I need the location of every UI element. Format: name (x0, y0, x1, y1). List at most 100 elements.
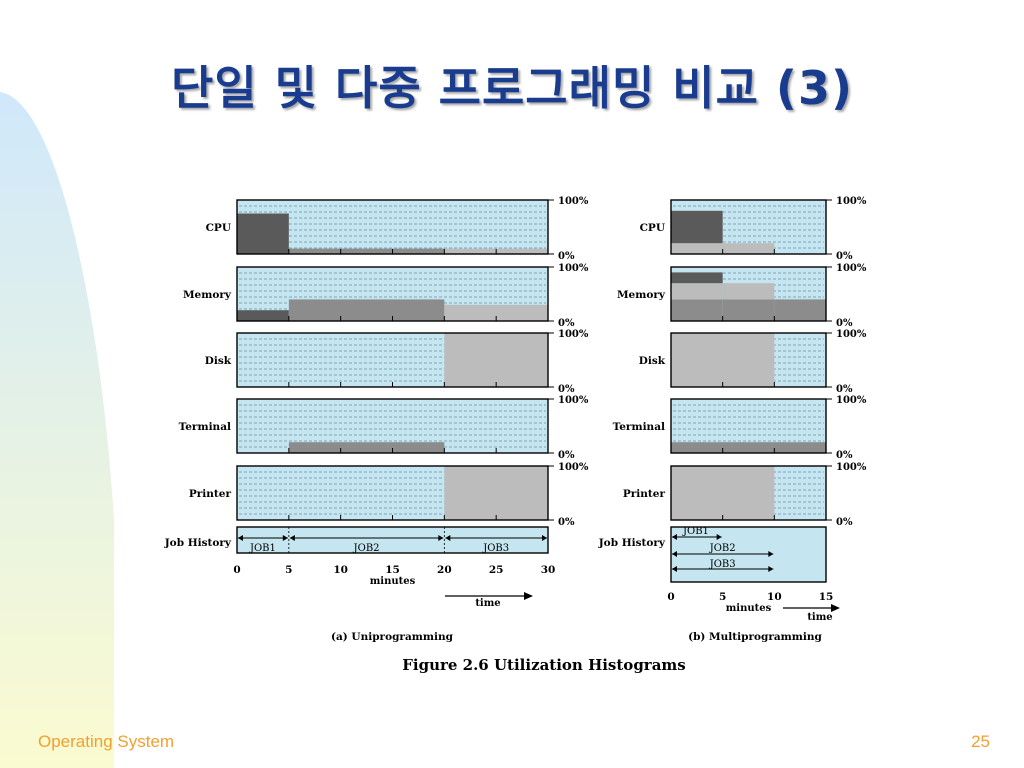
bar-cpu (671, 243, 723, 254)
y-tick-label: 0% (836, 384, 853, 395)
y-tick-label: 100% (558, 263, 589, 274)
figure-caption: Figure 2.6 Utilization Histograms (402, 656, 686, 674)
job-arrowhead (445, 535, 451, 541)
slide-title: 단일 및 다중 프로그래밍 비교 (3) (171, 61, 853, 115)
job-arrowhead (438, 535, 444, 541)
y-tick-label: 100% (836, 263, 867, 274)
time-arrowhead (524, 592, 533, 600)
bar-memory (671, 299, 723, 321)
panel-border (670, 398, 827, 454)
job-label: JOB3 (482, 543, 509, 554)
job-arrowhead (238, 535, 243, 541)
x-axis-label: minutes (370, 576, 416, 587)
y-tick-label: 0% (836, 450, 853, 461)
y-tick-label: 0% (836, 251, 853, 262)
bar-terminal (671, 442, 826, 453)
y-tick-label: 0% (558, 517, 575, 528)
bar-memory (237, 310, 289, 321)
footer-course-name: Operating System (38, 732, 175, 751)
page-number: 25 (971, 732, 990, 751)
panel-border (670, 332, 827, 388)
x-tick-label: 20 (437, 564, 452, 576)
y-tick-label: 0% (836, 517, 853, 528)
bar-memory (722, 299, 775, 321)
y-tick-label: 100% (558, 395, 589, 406)
job-label: JOB2 (709, 543, 736, 554)
job-arrowhead (716, 534, 722, 540)
y-tick-label: 100% (558, 329, 589, 340)
chart-uniprogramming: CPU100%0%Memory100%0%Disk100%0%Terminal1… (164, 196, 589, 643)
chart-multiprogramming: CPU100%0%Memory100%0%Disk100%0%Terminal1… (598, 196, 867, 643)
chart-caption: (a) Uniprogramming (331, 631, 454, 643)
bar-memory (671, 283, 723, 300)
resource-label: Memory (617, 289, 666, 301)
bar-printer (444, 466, 548, 520)
bar-memory (722, 283, 775, 300)
y-tick-label: 100% (836, 329, 867, 340)
job-history-label: Job History (164, 537, 232, 549)
chart-caption: (b) Multiprogramming (688, 631, 822, 643)
bar-printer (671, 466, 775, 520)
job-arrowhead (282, 535, 288, 541)
x-tick-label: 15 (819, 591, 834, 603)
x-tick-label: 5 (285, 564, 292, 576)
x-tick-label: 0 (667, 591, 674, 603)
panel-border (670, 465, 827, 521)
resource-label: Disk (639, 355, 666, 367)
y-tick-label: 0% (558, 318, 575, 329)
bar-cpu (671, 210, 723, 244)
x-axis-label: minutes (726, 603, 772, 614)
bar-memory (288, 299, 445, 321)
time-arrowhead (831, 604, 840, 612)
resource-label: CPU (206, 222, 231, 234)
bar-cpu (288, 248, 445, 254)
job-arrowhead (542, 535, 547, 541)
bar-disk (671, 333, 775, 387)
y-tick-label: 0% (558, 384, 575, 395)
bar-memory (774, 299, 826, 321)
job-arrowhead (672, 534, 677, 540)
bar-memory (671, 272, 723, 284)
y-tick-label: 100% (836, 462, 867, 473)
y-tick-label: 0% (558, 450, 575, 461)
time-label: time (807, 612, 832, 623)
y-tick-label: 100% (558, 196, 589, 207)
y-tick-label: 0% (836, 318, 853, 329)
resource-label: Terminal (613, 421, 665, 433)
job-label: JOB1 (682, 526, 709, 537)
bar-cpu (722, 243, 775, 254)
x-tick-label: 5 (719, 591, 726, 603)
panel-border (670, 266, 827, 322)
y-tick-label: 100% (558, 462, 589, 473)
job-label: JOB2 (353, 543, 380, 554)
y-tick-label: 100% (836, 395, 867, 406)
x-tick-label: 0 (233, 564, 240, 576)
y-tick-label: 100% (836, 196, 867, 207)
y-tick-label: 0% (558, 251, 575, 262)
job-arrowhead (672, 566, 677, 572)
job-arrowhead (768, 551, 774, 557)
x-tick-label: 10 (333, 564, 348, 576)
resource-label: CPU (640, 222, 665, 234)
resource-label: Disk (205, 355, 232, 367)
bar-cpu (237, 213, 289, 254)
job-history-label: Job History (598, 537, 666, 549)
job-label: JOB1 (249, 543, 276, 554)
time-label: time (475, 598, 500, 609)
x-tick-label: 30 (541, 564, 556, 576)
resource-label: Memory (183, 289, 232, 301)
x-tick-label: 10 (767, 591, 782, 603)
x-tick-label: 15 (385, 564, 400, 576)
job-arrowhead (289, 535, 295, 541)
bar-memory (444, 304, 548, 321)
job-arrowhead (672, 551, 677, 557)
resource-label: Printer (189, 488, 232, 500)
bar-disk (444, 333, 548, 387)
panel-border (670, 199, 827, 255)
job-label: JOB3 (709, 559, 736, 570)
bar-terminal (288, 442, 445, 453)
job-arrowhead (768, 566, 774, 572)
resource-label: Terminal (179, 421, 231, 433)
